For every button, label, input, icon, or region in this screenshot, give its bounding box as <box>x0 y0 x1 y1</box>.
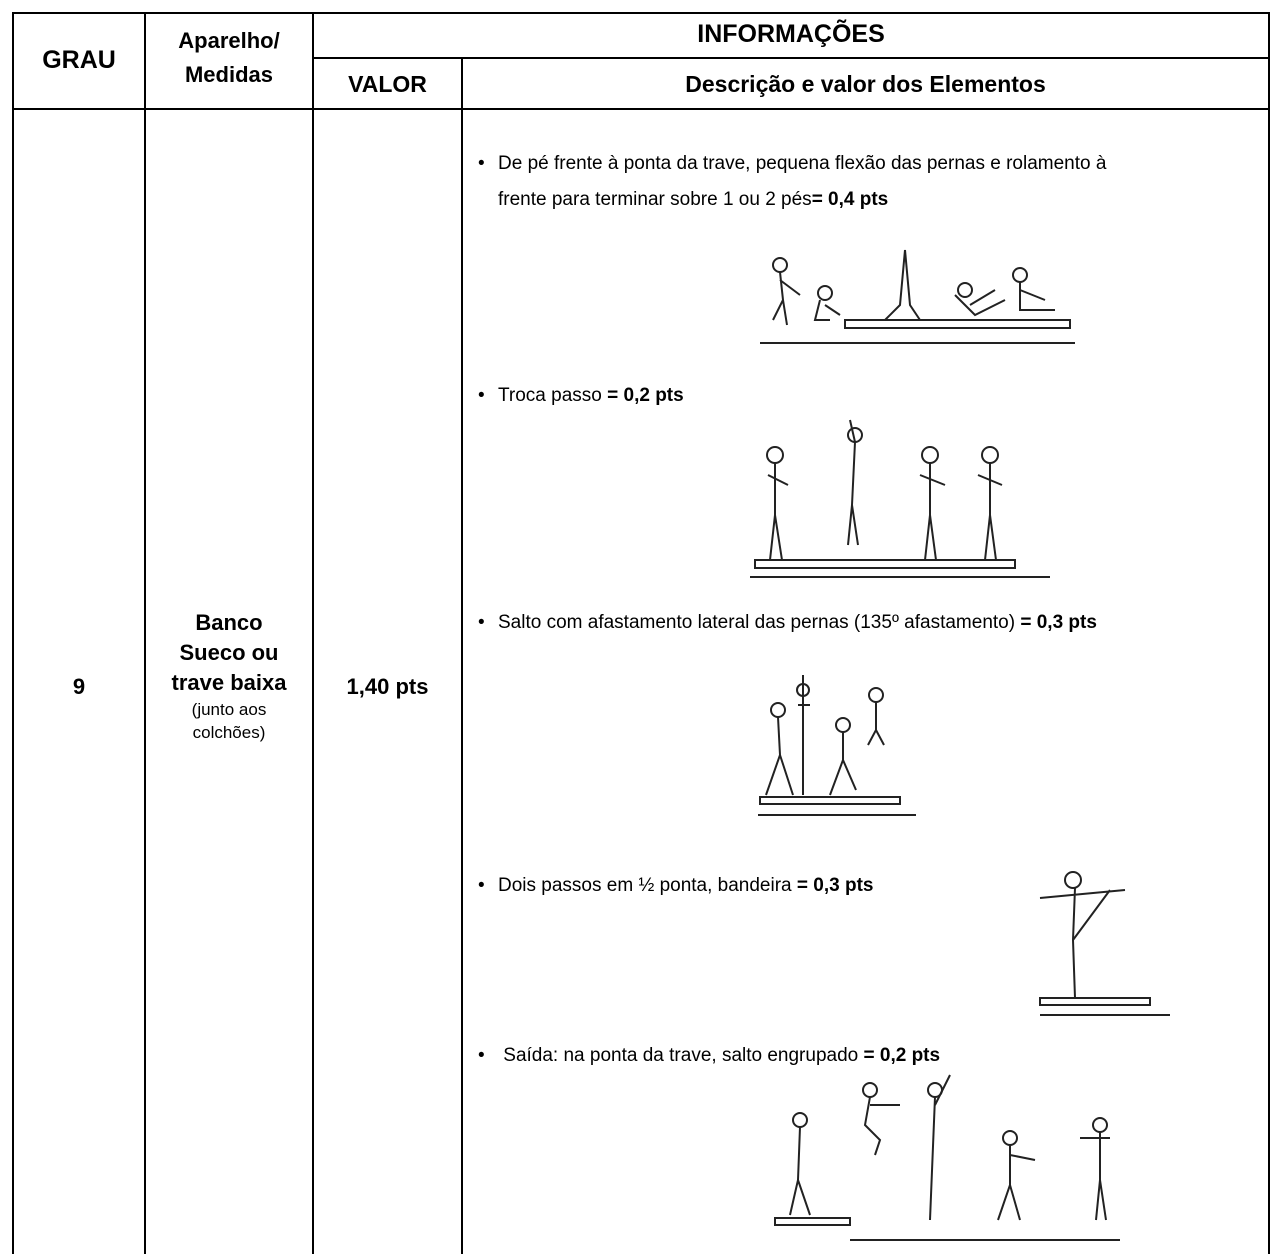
aparelho-line: Sueco ou <box>179 640 279 665</box>
border <box>1268 12 1270 1254</box>
aparelho: Banco Sueco ou trave baixa (junto aos co… <box>146 608 312 744</box>
element: • De pé frente à ponta da trave, pequena … <box>478 153 1107 210</box>
element-points: = 0,2 pts <box>863 1045 941 1066</box>
illustration <box>750 419 1050 578</box>
element-text: De pé frente à ponta da trave, pequena f… <box>498 153 1107 210</box>
header-descricao: Descrição e valor dos Elementos <box>685 71 1046 97</box>
note-line: colchões) <box>192 723 266 742</box>
element-points: = 0,4 pts <box>811 189 889 210</box>
valor: 1,40 pts <box>346 674 429 699</box>
element-text: Saída: na ponta da trave, salto engrupad… <box>503 1045 859 1066</box>
element: • Saída: na ponta da trave, salto engrup… <box>478 1045 941 1066</box>
illustration <box>1039 871 1170 1016</box>
border <box>144 12 146 1254</box>
border <box>12 12 14 1254</box>
aparelho-line: Banco <box>195 610 263 635</box>
border <box>12 12 1270 14</box>
border <box>313 57 1270 59</box>
element: • Dois passos em ½ ponta, bandeira = 0,3 … <box>478 875 874 896</box>
aparelho-line: trave baixa <box>171 670 287 695</box>
illustration <box>774 1074 1120 1241</box>
illustration <box>760 249 1075 344</box>
grau: 9 <box>72 674 86 699</box>
element-text: Dois passos em ½ ponta, bandeira <box>498 875 792 896</box>
header-aparelho: Aparelho/ Medidas <box>146 24 312 92</box>
border <box>12 108 1270 110</box>
header-grau: GRAU <box>42 46 116 74</box>
element-points: = 0,3 pts <box>1020 612 1097 633</box>
header-valor: VALOR <box>348 71 427 97</box>
element-text: Troca passo <box>498 385 602 406</box>
border <box>461 57 463 1254</box>
header-informacoes: INFORMAÇÕES <box>697 20 885 48</box>
element-text: Salto com afastamento lateral das pernas… <box>498 612 1016 633</box>
element: • Troca passo = 0,2 pts <box>478 385 684 406</box>
border <box>312 12 314 1254</box>
note: (junto aos colchões) <box>146 698 312 744</box>
header-line: Aparelho/ <box>178 28 280 53</box>
note-line: (junto aos <box>191 700 267 719</box>
element: • Salto com afastamento lateral das perna… <box>478 612 1097 633</box>
illustration <box>758 675 916 816</box>
element-points: = 0,3 pts <box>796 875 874 896</box>
element-points: = 0,2 pts <box>607 385 684 406</box>
header-line: Medidas <box>184 62 274 87</box>
